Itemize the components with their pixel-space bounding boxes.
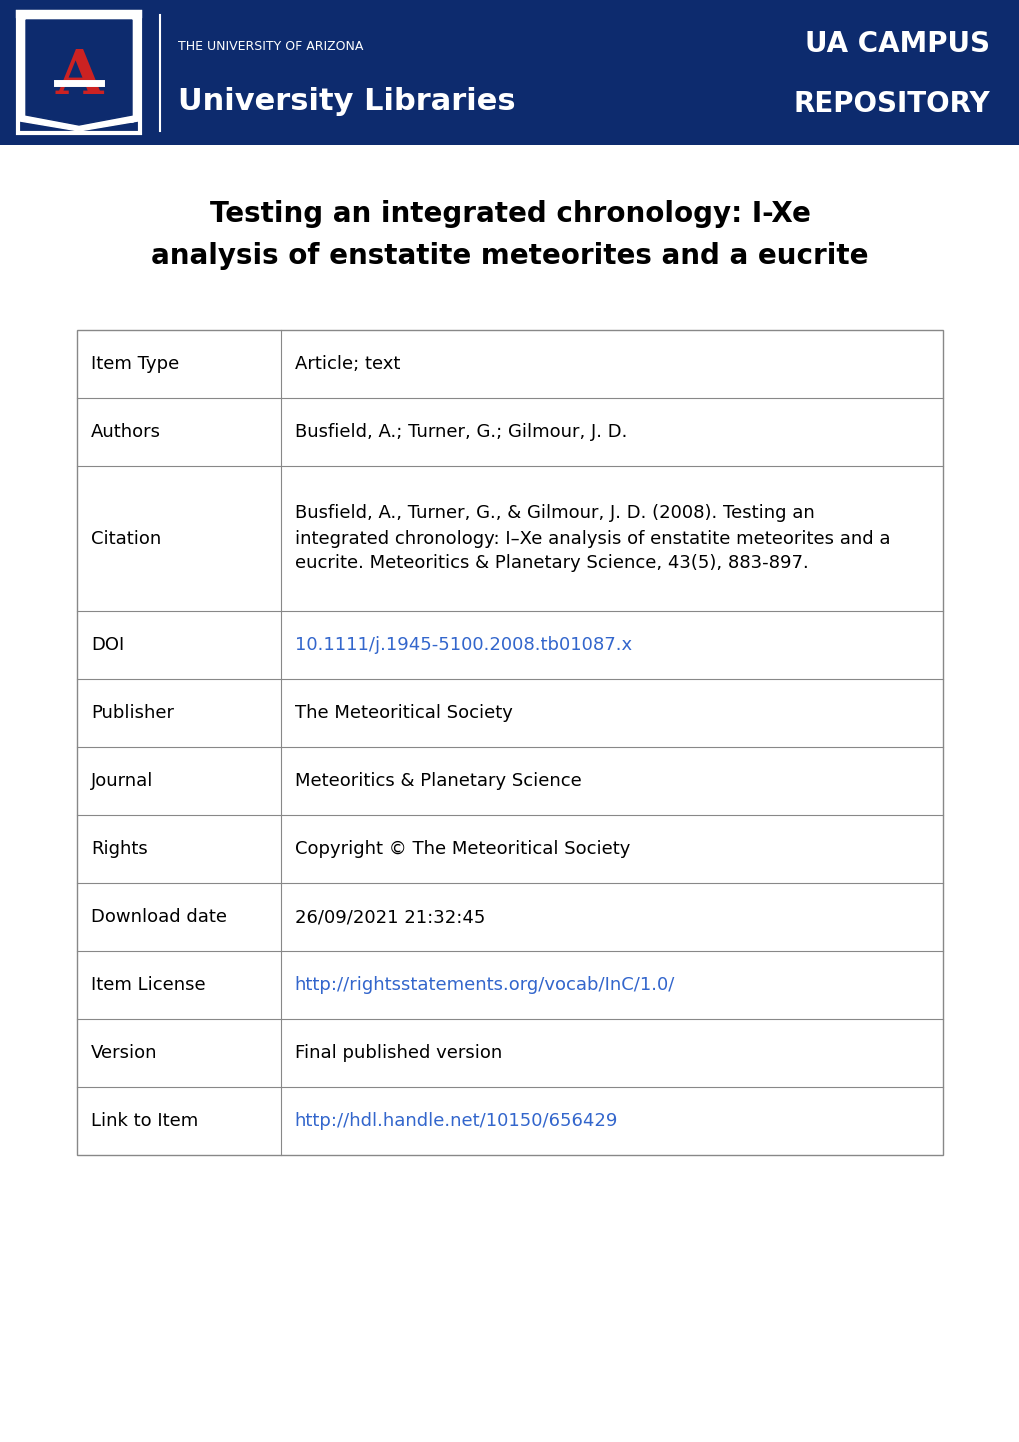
Text: THE UNIVERSITY OF ARIZONA: THE UNIVERSITY OF ARIZONA	[178, 40, 363, 53]
Text: A: A	[55, 48, 103, 108]
Text: The Meteoritical Society: The Meteoritical Society	[294, 704, 512, 722]
Text: Authors: Authors	[91, 423, 161, 441]
Text: Citation: Citation	[91, 529, 161, 548]
Text: Final published version: Final published version	[294, 1044, 501, 1061]
Text: Journal: Journal	[91, 771, 153, 790]
Text: http://hdl.handle.net/10150/656429: http://hdl.handle.net/10150/656429	[294, 1112, 618, 1131]
Text: http://rightsstatements.org/vocab/InC/1.0/: http://rightsstatements.org/vocab/InC/1.…	[294, 976, 675, 994]
Text: Version: Version	[91, 1044, 157, 1061]
Text: Meteoritics & Planetary Science: Meteoritics & Planetary Science	[294, 771, 581, 790]
Text: Busfield, A.; Turner, G.; Gilmour, J. D.: Busfield, A.; Turner, G.; Gilmour, J. D.	[294, 423, 627, 441]
Text: REPOSITORY: REPOSITORY	[793, 91, 989, 118]
Text: analysis of enstatite meteorites and a eucrite: analysis of enstatite meteorites and a e…	[151, 242, 868, 270]
Text: Testing an integrated chronology: I-Xe: Testing an integrated chronology: I-Xe	[209, 200, 810, 228]
Bar	[76, 330, 943, 1155]
Text: Busfield, A., Turner, G., & Gilmour, J. D. (2008). Testing an
integrated chronol: Busfield, A., Turner, G., & Gilmour, J. …	[294, 505, 890, 572]
Text: DOI: DOI	[91, 636, 124, 655]
Text: ®: ®	[127, 115, 136, 125]
Text: Item Type: Item Type	[91, 355, 179, 373]
Text: UA CAMPUS: UA CAMPUS	[804, 29, 989, 58]
Polygon shape	[25, 20, 131, 125]
Text: Item License: Item License	[91, 976, 206, 994]
Text: Copyright © The Meteoritical Society: Copyright © The Meteoritical Society	[294, 841, 630, 858]
Text: 10.1111/j.1945-5100.2008.tb01087.x: 10.1111/j.1945-5100.2008.tb01087.x	[294, 636, 631, 655]
Text: Article; text: Article; text	[294, 355, 399, 373]
Text: Link to Item: Link to Item	[91, 1112, 198, 1131]
Text: 26/09/2021 21:32:45: 26/09/2021 21:32:45	[294, 908, 484, 926]
Text: Publisher: Publisher	[91, 704, 174, 722]
Text: Rights: Rights	[91, 841, 148, 858]
Bar	[0, 0, 1019, 146]
Polygon shape	[20, 14, 138, 131]
Text: Download date: Download date	[91, 908, 227, 926]
FancyBboxPatch shape	[18, 12, 140, 133]
Text: University Libraries: University Libraries	[178, 87, 516, 115]
